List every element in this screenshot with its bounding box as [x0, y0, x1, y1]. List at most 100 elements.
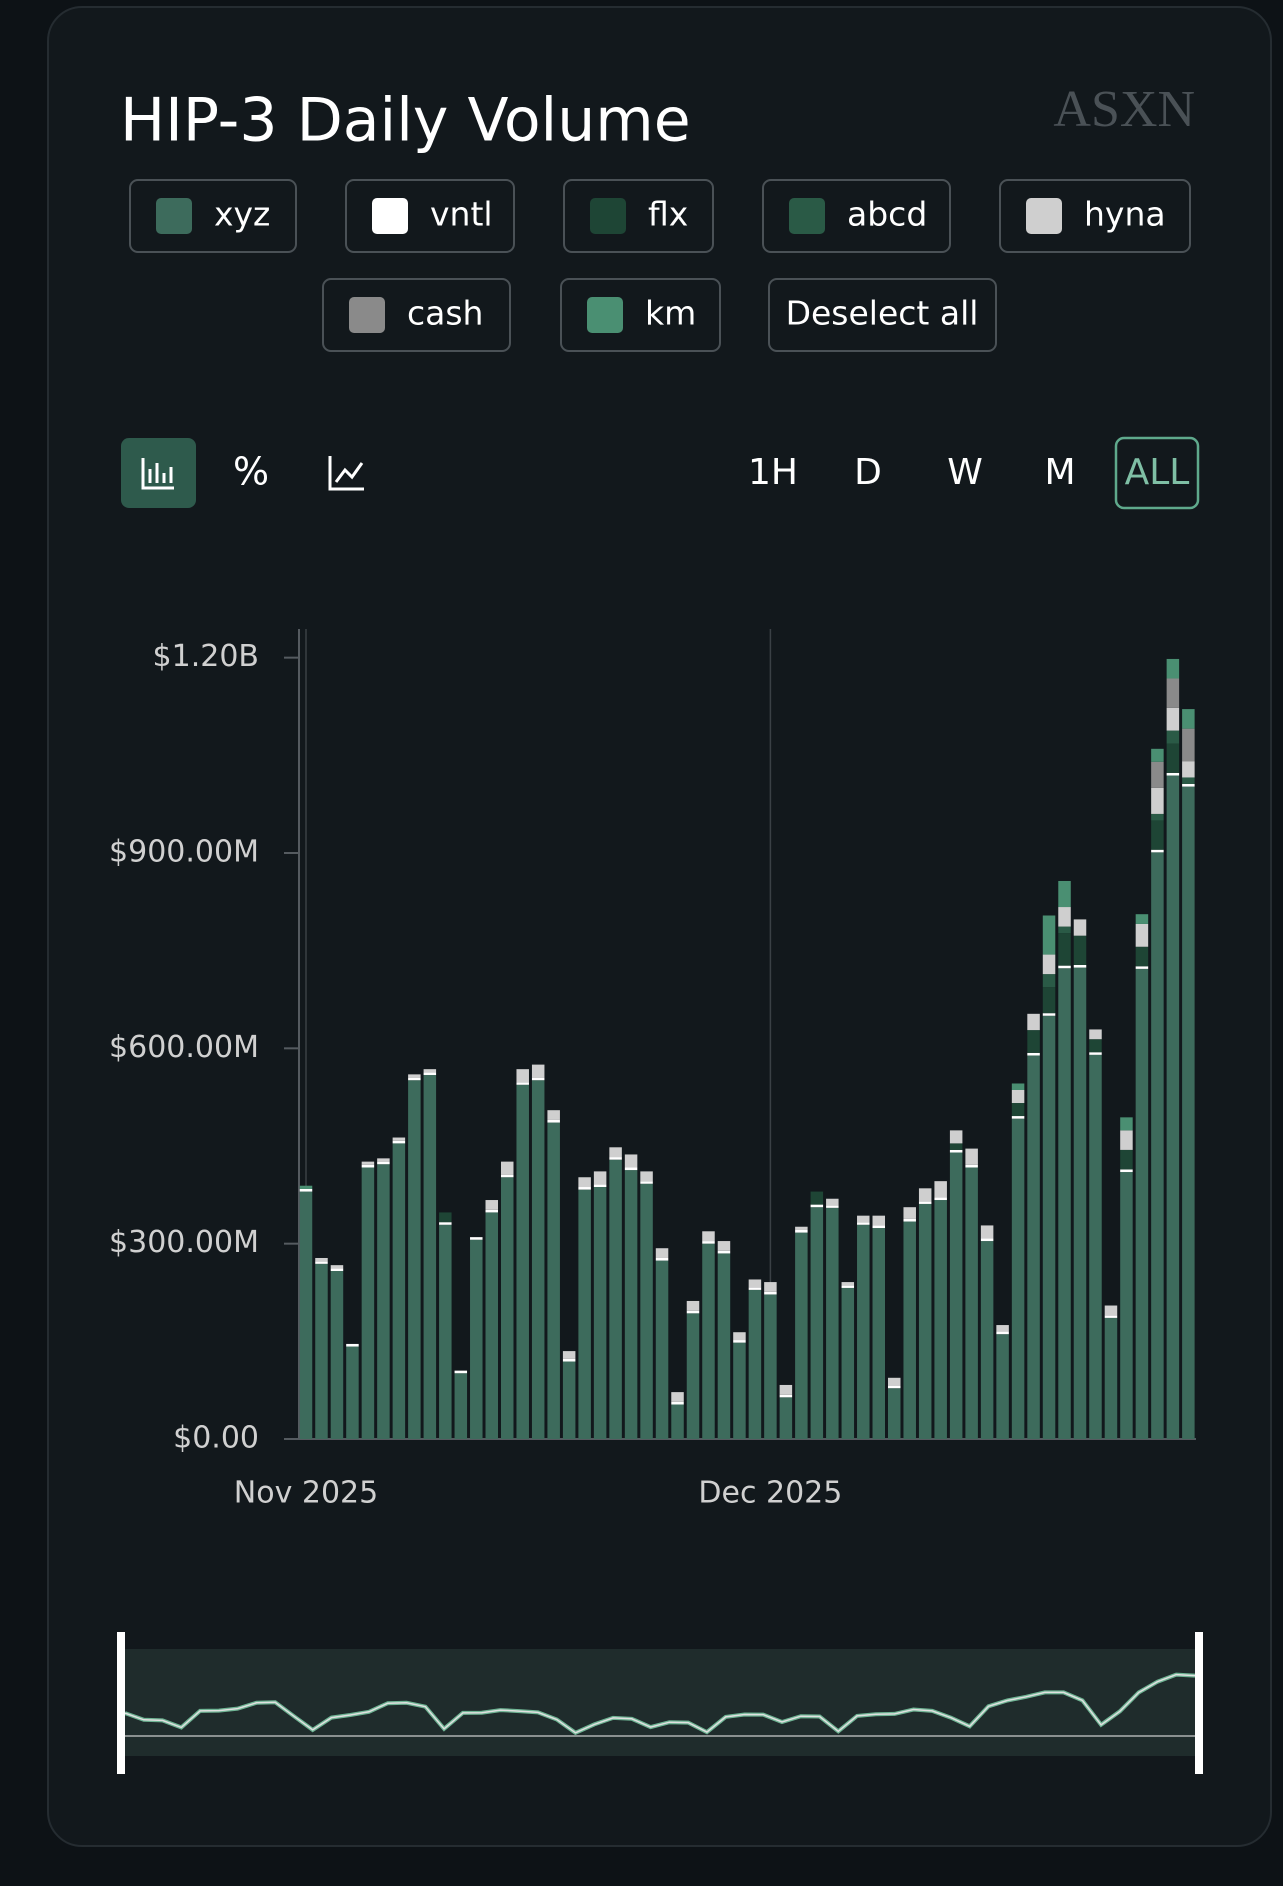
navigator-handle-left[interactable] — [117, 1632, 125, 1774]
range-button[interactable]: W — [947, 452, 983, 493]
navigator-handle-right[interactable] — [1195, 1632, 1203, 1774]
bar-segment — [1151, 813, 1164, 821]
bar-segment — [408, 1077, 421, 1081]
bar-segment — [1166, 678, 1180, 708]
bar-segment — [1042, 974, 1056, 988]
bar-segment — [949, 1152, 963, 1439]
bar-segment — [949, 1149, 963, 1153]
legend-button[interactable] — [762, 179, 951, 253]
bar-segment — [810, 1207, 824, 1439]
bar-segment — [1011, 1116, 1025, 1119]
legend-swatch — [587, 297, 623, 333]
bar-segment — [547, 1122, 560, 1439]
bar-segment — [1042, 1015, 1056, 1439]
bar-segment — [392, 1143, 406, 1439]
range-active-box — [1114, 436, 1200, 510]
legend-label: abcd — [847, 195, 927, 234]
bar-segment — [980, 1225, 994, 1239]
bar-segment — [315, 1261, 328, 1264]
bar-segment — [1135, 968, 1149, 1439]
bar-segment — [965, 1164, 978, 1168]
bar-segment — [887, 1377, 901, 1386]
bar-segment — [887, 1388, 901, 1439]
bar-segment — [733, 1332, 746, 1341]
bar-segment — [1011, 1103, 1025, 1117]
legend-button[interactable] — [345, 179, 515, 253]
bar-segment — [841, 1282, 855, 1286]
bar-segment — [980, 1238, 994, 1242]
bar-icon — [141, 458, 174, 490]
bar-segment — [361, 1161, 375, 1165]
bar-segment — [1151, 761, 1164, 788]
bar-segment — [1058, 907, 1071, 927]
bar-segment — [795, 1226, 808, 1230]
bar-segment — [671, 1392, 684, 1402]
bar-segment — [593, 1187, 607, 1439]
range-button[interactable]: 1H — [748, 452, 798, 493]
bar-segment — [717, 1241, 731, 1251]
bar-segment — [965, 1148, 978, 1165]
bar-segment — [423, 1072, 437, 1076]
range-button[interactable]: D — [854, 452, 882, 493]
line-mode-button[interactable] — [328, 456, 364, 491]
bar-segment — [439, 1224, 452, 1439]
bar-segment — [949, 1130, 963, 1144]
bar-segment — [609, 1159, 622, 1439]
bar-segment — [485, 1209, 499, 1213]
bar-segment — [1058, 965, 1071, 969]
legend-button[interactable] — [999, 179, 1191, 253]
percent-mode-button[interactable]: % — [233, 450, 269, 494]
legend-label: km — [645, 294, 696, 333]
bar-segment — [1058, 926, 1071, 934]
legend-button[interactable] — [129, 179, 297, 253]
bar-segment — [779, 1384, 793, 1395]
bar-segment — [795, 1232, 808, 1439]
bar-segment — [578, 1187, 591, 1190]
range-button[interactable]: ALL — [1125, 452, 1190, 493]
range-button[interactable]: M — [1044, 452, 1075, 493]
bar-segment — [1104, 1305, 1118, 1316]
bar-segment — [1042, 987, 1056, 1014]
legend-button[interactable] — [563, 179, 714, 253]
bar-segment — [826, 1207, 839, 1439]
bar-segment — [949, 1143, 963, 1150]
bar-segment — [934, 1181, 947, 1198]
y-tick-label: $0.00 — [173, 1421, 259, 1456]
bar-segment — [671, 1404, 684, 1439]
bar-segment — [454, 1370, 468, 1374]
bar-segment — [965, 1167, 978, 1439]
bar-segment — [531, 1080, 545, 1439]
bar-segment — [655, 1260, 669, 1439]
deselect-button[interactable] — [768, 278, 997, 352]
bar-segment — [702, 1241, 715, 1244]
bar-segment — [934, 1200, 947, 1439]
bar-segment — [1166, 658, 1180, 679]
bar-segment — [1166, 775, 1180, 1439]
bar-segment — [1089, 1029, 1102, 1040]
bar-segment — [346, 1343, 359, 1347]
bar-segment — [1073, 964, 1087, 968]
y-tick-label: $1.20B — [153, 639, 259, 674]
bar-segment — [1135, 946, 1149, 967]
bar-segment — [1120, 1130, 1133, 1150]
bar-segment — [1027, 1052, 1040, 1056]
bar-segment — [980, 1241, 994, 1439]
legend-button[interactable] — [560, 278, 721, 352]
bar-segment — [702, 1243, 715, 1439]
bar-segment — [1151, 849, 1164, 853]
bar-segment — [810, 1204, 824, 1208]
bar-segment — [562, 1361, 576, 1439]
bar-segment — [346, 1346, 359, 1439]
bar-segment — [1166, 707, 1180, 731]
bar-segment — [1120, 1117, 1133, 1131]
bar-segment — [640, 1171, 653, 1182]
bar-segment — [439, 1212, 452, 1223]
bar-segment — [1058, 933, 1071, 966]
chart-title: HIP-3 Daily Volume — [120, 86, 691, 156]
deselect-label: Deselect all — [786, 294, 979, 333]
bar-segment — [655, 1257, 669, 1261]
bar-segment — [717, 1253, 731, 1439]
bar-segment — [1182, 761, 1195, 778]
legend-button[interactable] — [322, 278, 511, 352]
bar-segment — [562, 1351, 576, 1359]
